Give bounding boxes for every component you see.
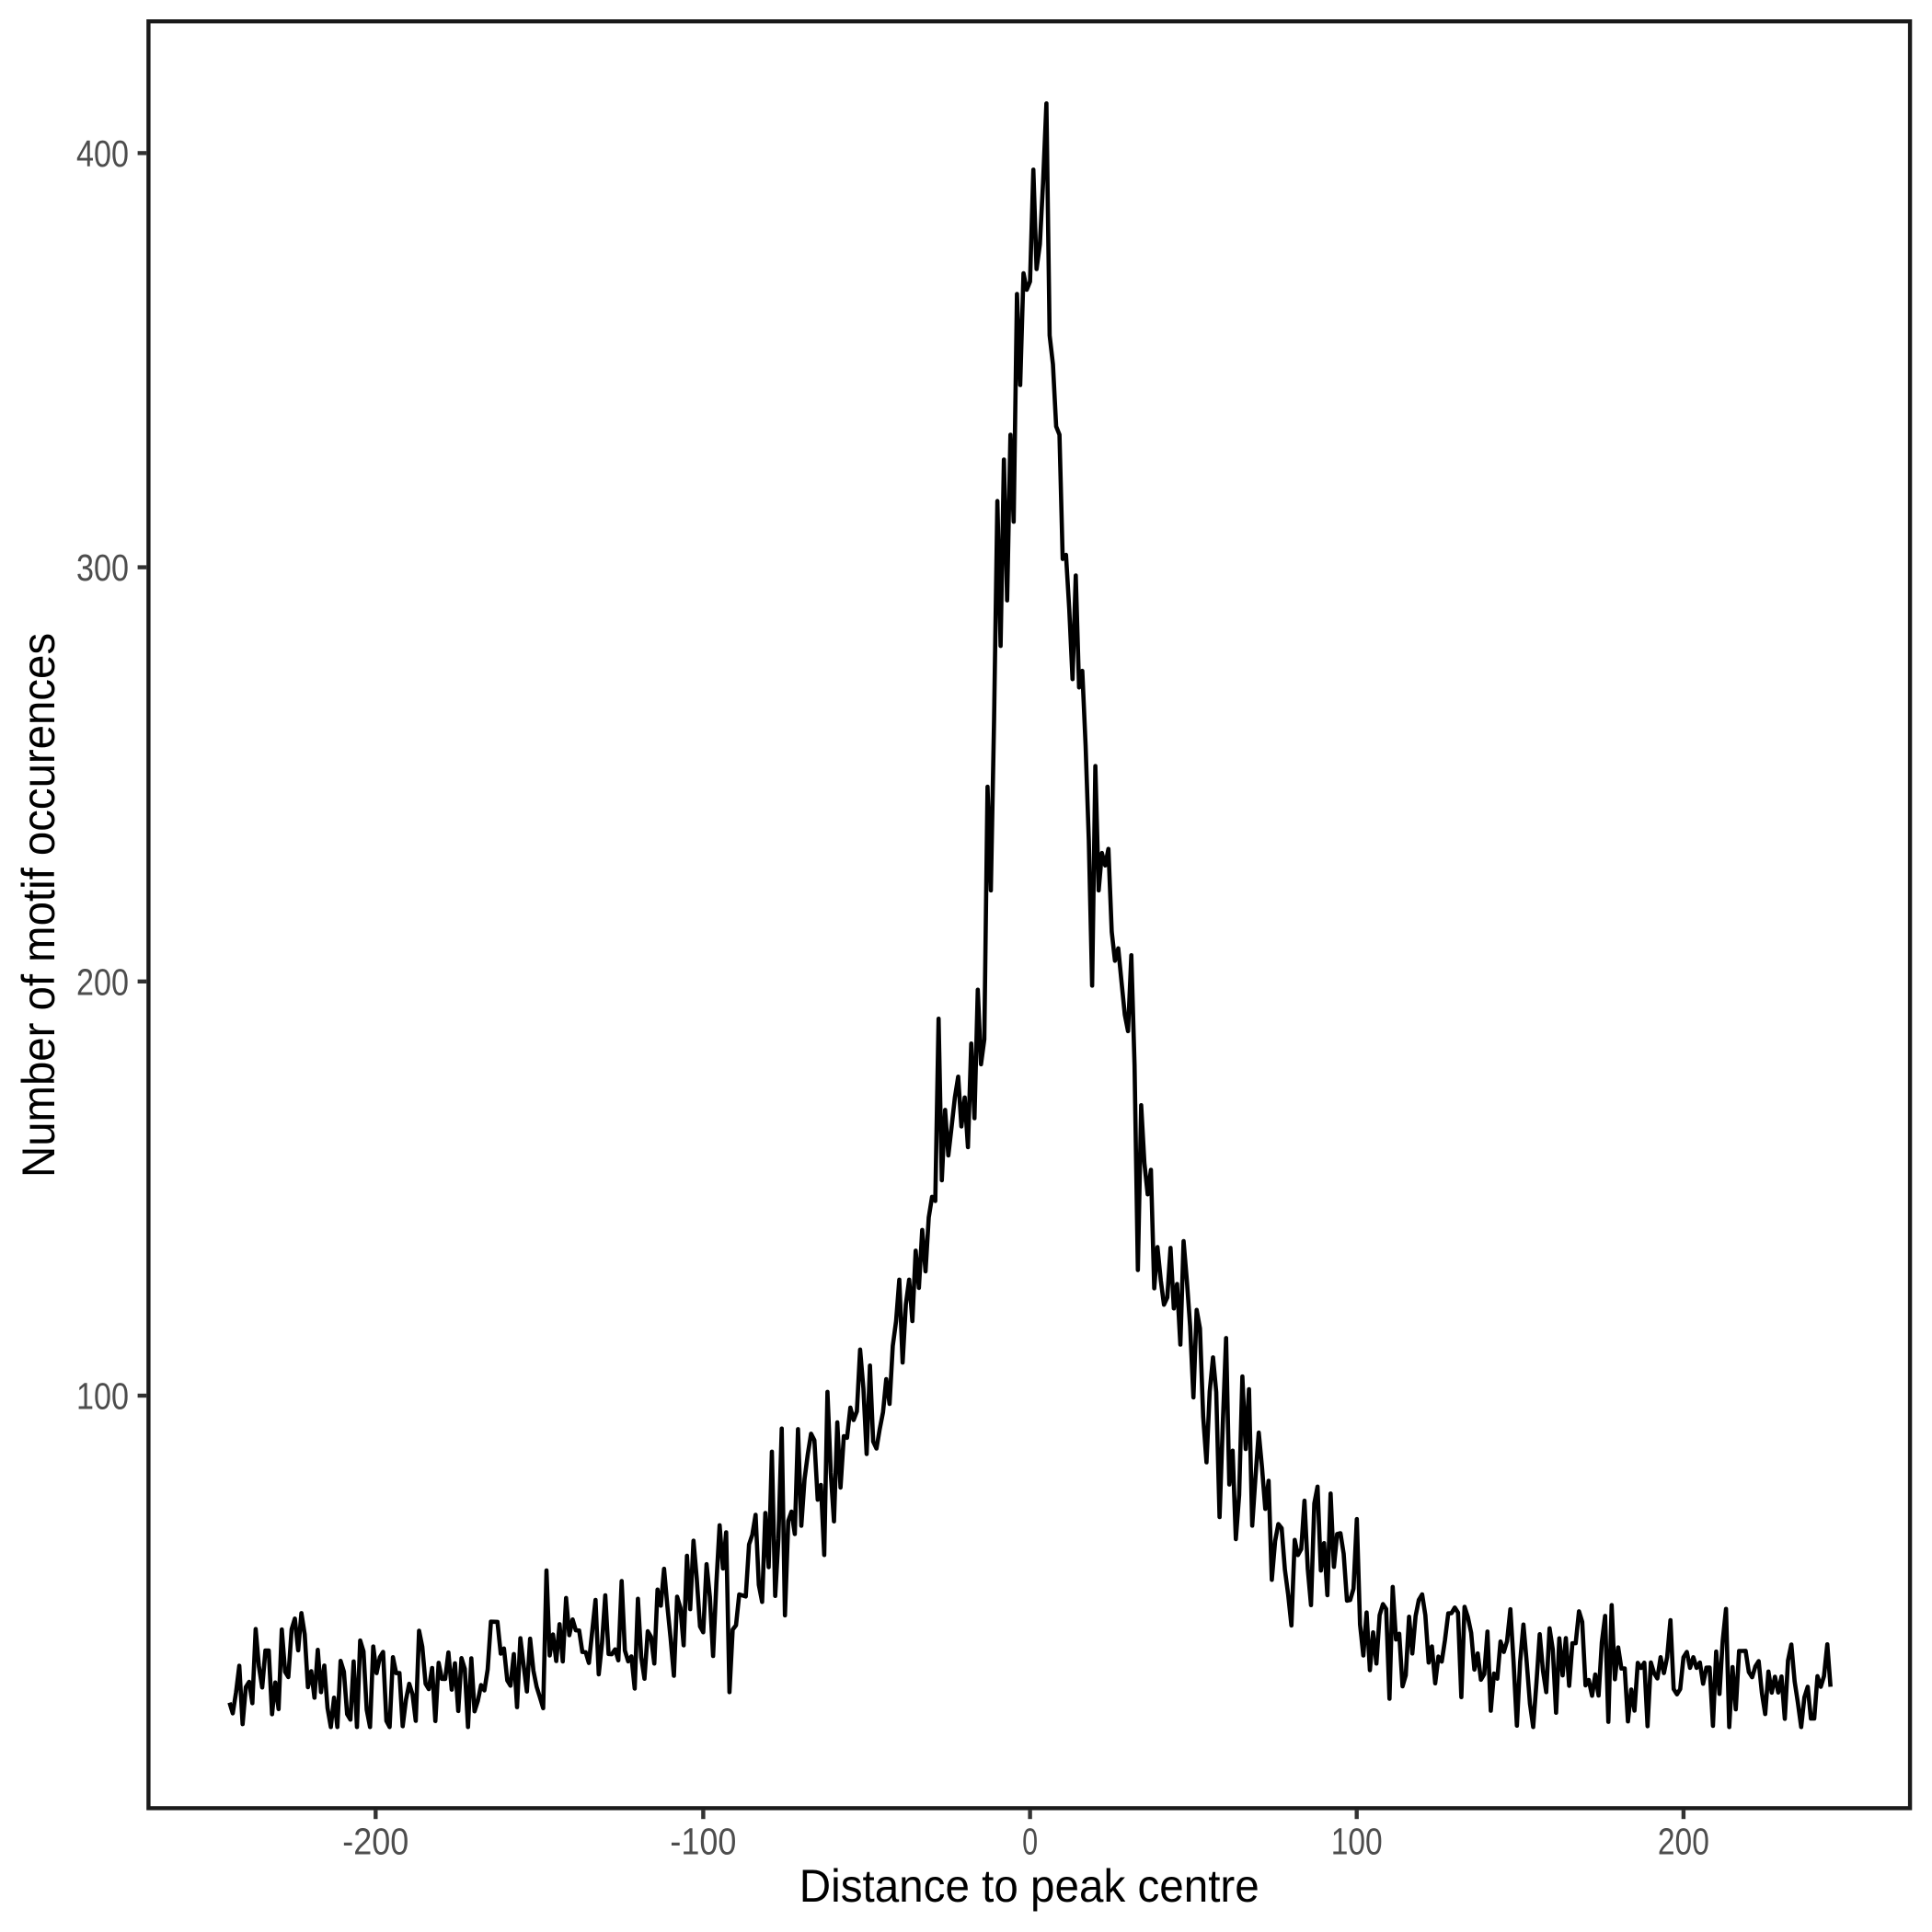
svg-text:400: 400 [76,132,129,175]
svg-text:Number of motif occurences: Number of motif occurences [13,633,64,1178]
svg-text:0: 0 [1022,1821,1038,1863]
svg-text:300: 300 [76,546,129,589]
svg-text:200: 200 [76,960,129,1003]
svg-text:-100: -100 [670,1821,736,1863]
svg-text:Distance to peak centre: Distance to peak centre [799,1860,1259,1912]
svg-text:200: 200 [1658,1821,1709,1863]
svg-text:-200: -200 [342,1821,408,1863]
svg-text:100: 100 [1331,1821,1383,1863]
svg-text:100: 100 [76,1375,129,1418]
